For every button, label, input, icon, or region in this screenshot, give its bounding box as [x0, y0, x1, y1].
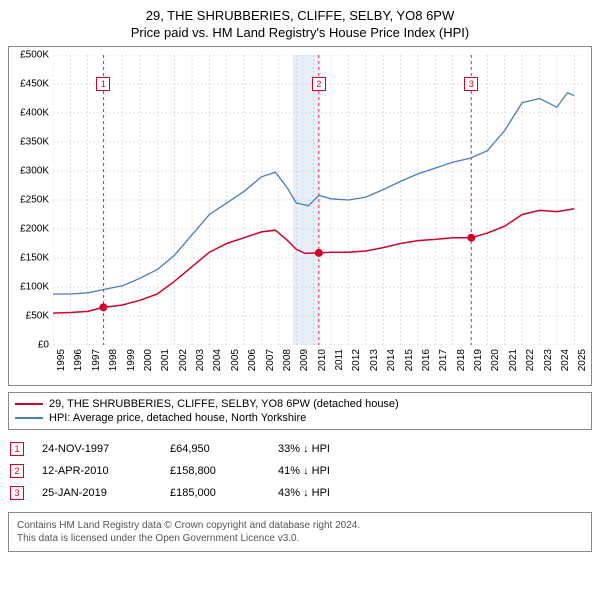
plot-svg	[53, 55, 583, 345]
legend-row-hpi: HPI: Average price, detached house, Nort…	[15, 411, 585, 425]
legend: 29, THE SHRUBBERIES, CLIFFE, SELBY, YO8 …	[8, 392, 592, 430]
y-tick-label: £0	[38, 340, 49, 351]
y-tick-label: £500K	[20, 50, 49, 61]
y-tick-label: £400K	[20, 108, 49, 119]
sale-price: £185,000	[170, 487, 260, 499]
footer-line-2: This data is licensed under the Open Gov…	[17, 532, 583, 545]
sale-date: 24-NOV-1997	[42, 443, 152, 455]
y-tick-label: £50K	[26, 311, 49, 322]
legend-swatch-property	[15, 403, 43, 405]
y-tick-label: £150K	[20, 253, 49, 264]
sale-price: £158,800	[170, 465, 260, 477]
sale-pct: 41% ↓ HPI	[278, 465, 368, 477]
sale-pct: 33% ↓ HPI	[278, 443, 368, 455]
legend-row-property: 29, THE SHRUBBERIES, CLIFFE, SELBY, YO8 …	[15, 397, 585, 411]
sale-date: 25-JAN-2019	[42, 487, 152, 499]
chart-area: £0 £50K £100K £150K £200K £250K £300K £350K £400…	[8, 46, 592, 386]
x-tick-label: 2025	[577, 349, 600, 371]
sale-date: 12-APR-2010	[42, 465, 152, 477]
sale-marker-2: 2	[312, 77, 326, 91]
chart-container: 29, THE SHRUBBERIES, CLIFFE, SELBY, YO8 …	[0, 0, 600, 560]
legend-label-hpi: HPI: Average price, detached house, Nort…	[49, 412, 306, 424]
sale-marker-icon: 3	[10, 486, 24, 500]
sale-row: 1 24-NOV-1997 £64,950 33% ↓ HPI	[8, 438, 592, 460]
legend-swatch-hpi	[15, 417, 43, 419]
sale-row: 3 25-JAN-2019 £185,000 43% ↓ HPI	[8, 482, 592, 504]
legend-label-property: 29, THE SHRUBBERIES, CLIFFE, SELBY, YO8 …	[49, 398, 399, 410]
title-line-2: Price paid vs. HM Land Registry's House …	[8, 25, 592, 40]
sale-row: 2 12-APR-2010 £158,800 41% ↓ HPI	[8, 460, 592, 482]
title-line-1: 29, THE SHRUBBERIES, CLIFFE, SELBY, YO8 …	[8, 8, 592, 23]
footer-line-1: Contains HM Land Registry data © Crown c…	[17, 519, 583, 532]
y-tick-label: £450K	[20, 79, 49, 90]
footer: Contains HM Land Registry data © Crown c…	[8, 512, 592, 552]
sale-marker-icon: 1	[10, 442, 24, 456]
y-tick-label: £200K	[20, 224, 49, 235]
title-block: 29, THE SHRUBBERIES, CLIFFE, SELBY, YO8 …	[8, 8, 592, 40]
plot-region	[53, 55, 583, 345]
sale-price: £64,950	[170, 443, 260, 455]
y-tick-label: £350K	[20, 137, 49, 148]
y-tick-label: £250K	[20, 195, 49, 206]
y-tick-label: £300K	[20, 166, 49, 177]
y-tick-label: £100K	[20, 282, 49, 293]
sales-table: 1 24-NOV-1997 £64,950 33% ↓ HPI 2 12-APR-2010…	[8, 438, 592, 504]
sale-pct: 43% ↓ HPI	[278, 487, 368, 499]
sale-marker-icon: 2	[10, 464, 24, 478]
sale-marker-3: 3	[464, 77, 478, 91]
sale-marker-1: 1	[96, 77, 110, 91]
